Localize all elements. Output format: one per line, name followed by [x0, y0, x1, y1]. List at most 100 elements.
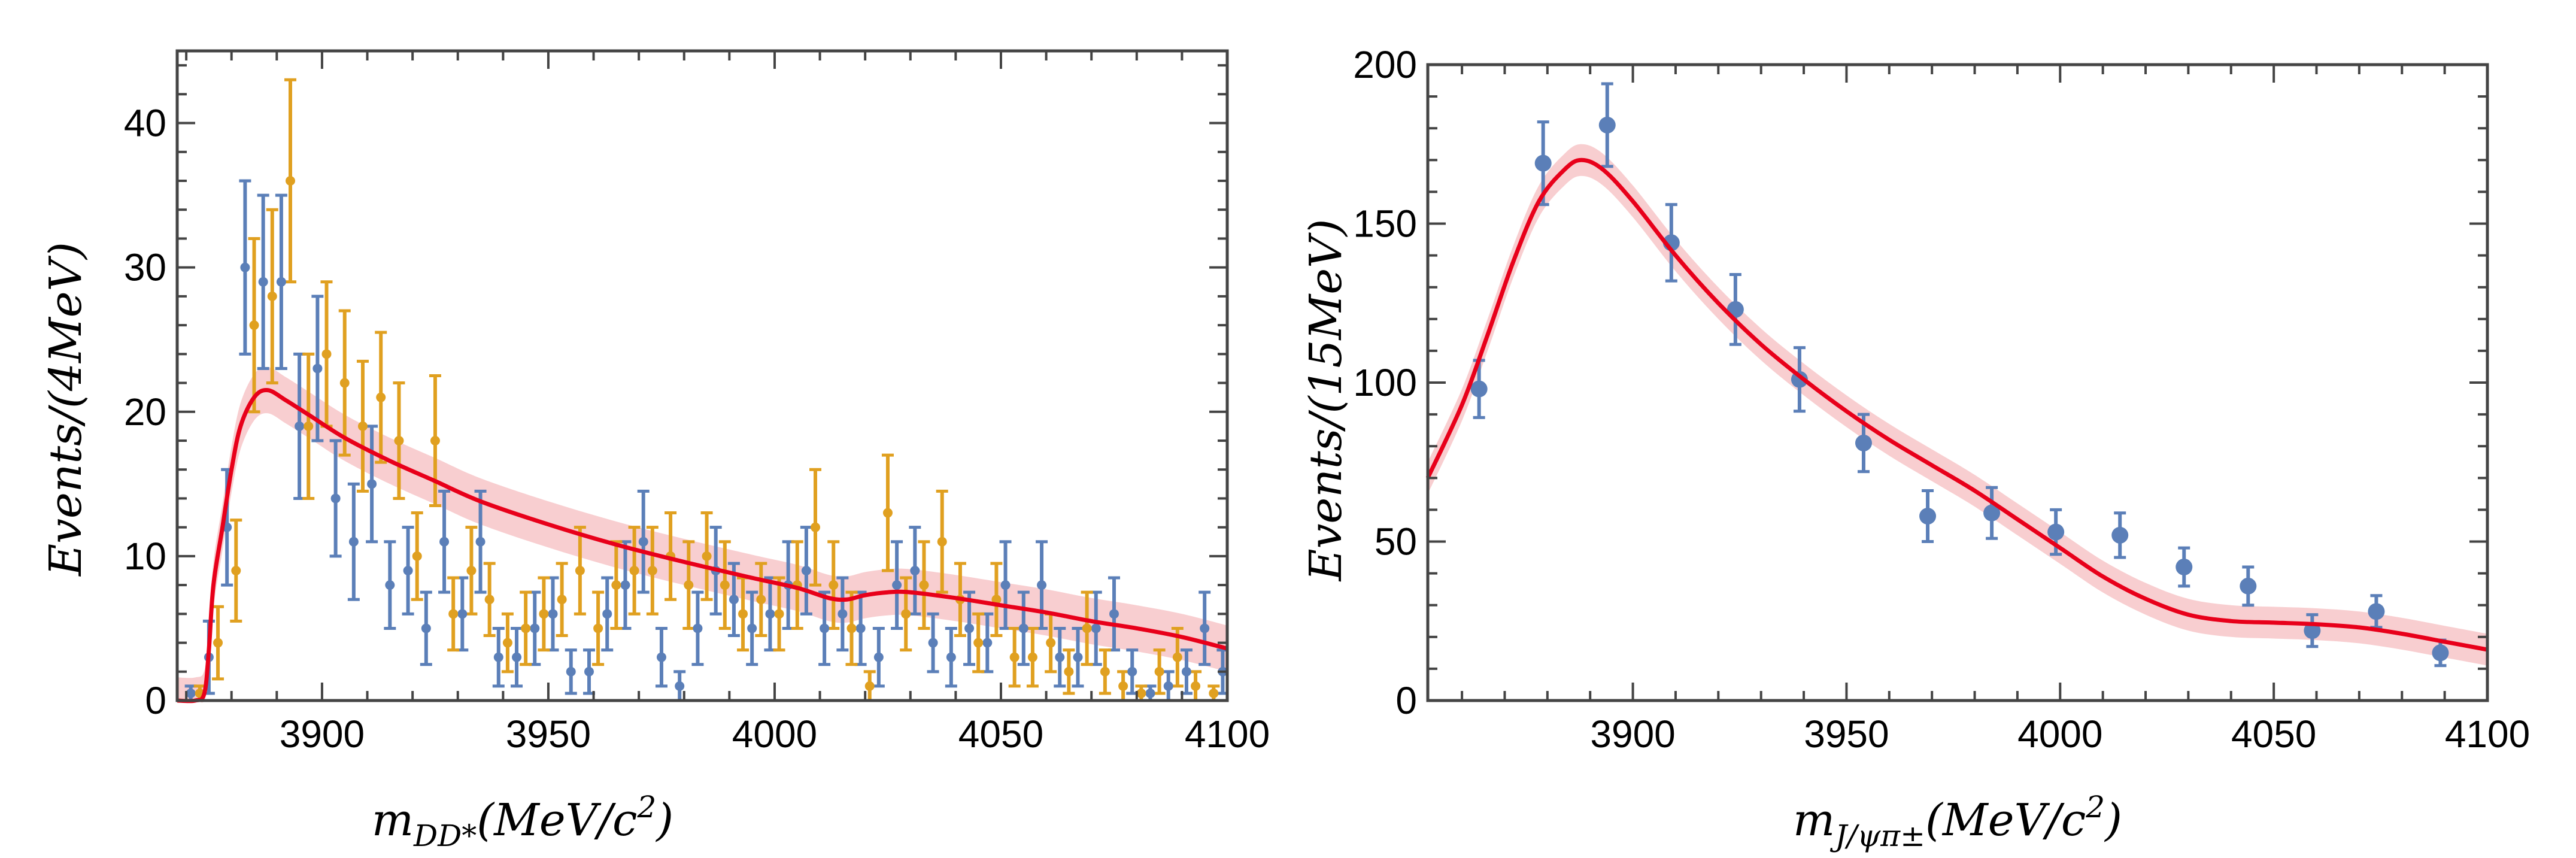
- data-point: [421, 623, 431, 633]
- fit-band-group: [1428, 144, 2487, 666]
- data-point: [186, 688, 196, 698]
- data-point: [656, 652, 666, 662]
- data-point: [2368, 603, 2385, 620]
- data-point: [231, 566, 241, 575]
- y-tick-label: 150: [1353, 202, 1417, 245]
- data-point: [693, 623, 703, 633]
- x-axis-label-close: ): [655, 795, 673, 846]
- x-tick-label: 3900: [280, 713, 365, 756]
- data-point: [339, 378, 350, 388]
- data-point: [1470, 380, 1488, 398]
- y-tick-label: 20: [124, 390, 166, 433]
- data-point: [1109, 609, 1119, 619]
- x-tick-label: 3900: [1590, 713, 1675, 756]
- data-point: [774, 609, 784, 619]
- data-point: [367, 479, 377, 489]
- data-point: [2047, 523, 2065, 541]
- data-point: [1209, 688, 1219, 698]
- x-tick-label: 4100: [1185, 713, 1270, 756]
- data-point: [991, 595, 1002, 605]
- tick-label-group: 3900 3950 4000 4050 4100 0 10 20 30 40: [124, 102, 1270, 756]
- data-point: [747, 623, 757, 633]
- data-point: [892, 580, 902, 590]
- data-point: [1082, 623, 1092, 633]
- data-point: [304, 421, 314, 431]
- data-point: [376, 392, 386, 402]
- data-point: [675, 681, 685, 691]
- data-point: [1534, 154, 1552, 172]
- data-point: [1983, 504, 2001, 522]
- data-point: [1000, 580, 1011, 590]
- plot-frame: [175, 49, 1229, 702]
- data-point: [412, 551, 422, 561]
- data-point: [321, 349, 332, 359]
- data-point: [1919, 508, 1937, 525]
- data-point: [512, 652, 522, 662]
- data-point: [2111, 526, 2129, 544]
- data-point: [756, 595, 766, 605]
- data-point: [521, 623, 531, 633]
- x-axis-label-sup: 2: [2085, 790, 2105, 824]
- tick-label-group: 3900 3950 4000 4050 4100 0 50 100 150 200: [1353, 43, 2530, 756]
- data-point: [493, 652, 503, 662]
- data-point: [638, 536, 648, 547]
- data-point: [566, 666, 576, 677]
- data-point: [973, 638, 984, 648]
- data-point: [593, 623, 603, 633]
- data-point: [602, 609, 612, 619]
- data-point: [919, 580, 929, 590]
- x-axis-label-sup: 2: [636, 790, 656, 824]
- left-panel: 3900 3950 4000 4050 4100 0 10 20 30 40 Events/(4M…: [40, 49, 1270, 853]
- x-axis-label-sub: J/ψπ±: [1829, 818, 1925, 853]
- x-tick-label: 3950: [1804, 713, 1889, 756]
- y-axis-label: Events/(4MeV): [40, 242, 92, 577]
- data-point: [448, 609, 459, 619]
- data-point: [575, 566, 585, 575]
- axes-frame: [1426, 63, 2489, 702]
- data-point: [1018, 623, 1028, 633]
- data-point: [801, 566, 811, 575]
- data-point: [901, 609, 911, 619]
- x-tick-label: 4000: [732, 713, 817, 756]
- data-point: [720, 580, 730, 590]
- data-point: [466, 566, 477, 575]
- x-axis-label-sub: DD*: [413, 818, 477, 853]
- data-point: [267, 291, 277, 301]
- data-point: [457, 609, 468, 619]
- data-point: [213, 638, 223, 648]
- data-point: [864, 681, 875, 691]
- x-tick-label: 3950: [506, 713, 591, 756]
- y-tick-label: 0: [145, 679, 166, 722]
- fit-uncertainty-band: [177, 366, 1227, 703]
- fit-line: [1425, 157, 2488, 652]
- data-point: [620, 580, 630, 590]
- y-tick-label: 10: [124, 535, 166, 578]
- data-point: [982, 638, 993, 648]
- data-point: [846, 623, 857, 633]
- data-point: [928, 638, 938, 648]
- x-axis-label: mDD*(MeV/c2): [372, 790, 673, 853]
- data-point: [403, 566, 413, 575]
- y-tick-label: 50: [1375, 520, 1417, 563]
- data-point: [1172, 652, 1182, 662]
- data-point: [765, 609, 775, 619]
- data-point: [530, 623, 540, 633]
- data-point: [557, 595, 567, 605]
- data-point: [629, 566, 639, 575]
- data-point: [1055, 652, 1065, 662]
- fit-band-group: [177, 366, 1227, 703]
- data-point: [394, 436, 404, 445]
- data-point: [348, 536, 359, 547]
- fit-line-group: [177, 387, 1228, 704]
- data-point: [937, 536, 947, 547]
- data-point: [2304, 622, 2321, 639]
- y-tick-label: 30: [124, 246, 166, 289]
- data-point-group: [1470, 116, 2449, 662]
- data-point: [1100, 666, 1110, 677]
- data-point: [946, 652, 956, 662]
- x-axis-label-close: ): [2104, 795, 2122, 846]
- data-point: [1855, 434, 1872, 451]
- axes-frame: [175, 49, 1229, 702]
- data-point: [1009, 652, 1020, 662]
- data-point: [873, 652, 884, 662]
